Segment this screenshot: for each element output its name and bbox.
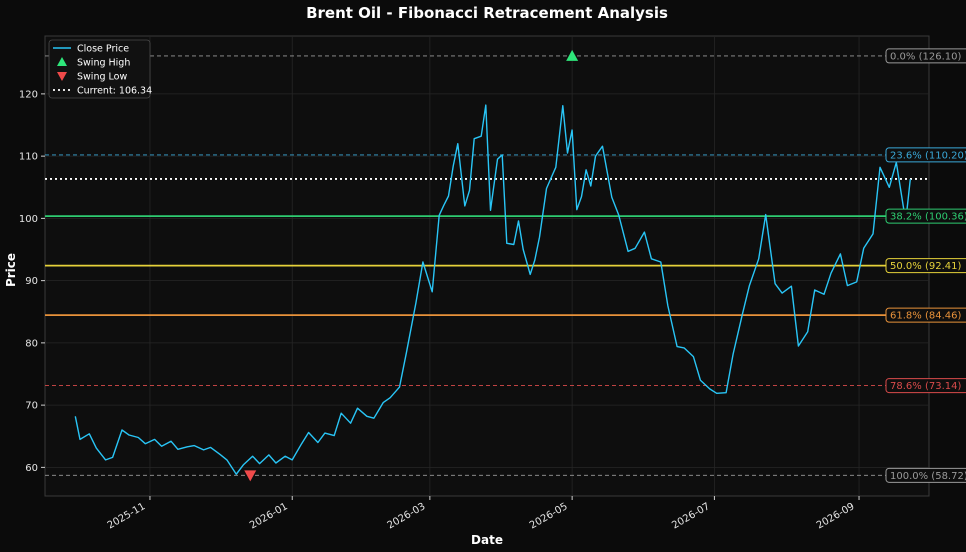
fib-level-label: 0.0% (126.10)	[890, 51, 961, 62]
fibonacci-levels	[45, 55, 929, 476]
fib-level-label: 38.2% (100.36)	[890, 212, 966, 223]
fib-level-label: 23.6% (110.20)	[890, 150, 966, 161]
y-tick-label: 120	[19, 89, 38, 100]
grid-lines	[45, 36, 929, 496]
legend-entry-label: Close Price	[77, 44, 129, 55]
y-tick-label: 80	[25, 338, 38, 349]
fib-level-label: 100.0% (58.72)	[890, 471, 966, 482]
fib-level-label-box	[885, 467, 966, 483]
y-axis-ticks: 60 70 80 90 100 110 120	[19, 89, 45, 474]
fib-level-label: 78.6% (73.14)	[890, 381, 961, 392]
y-tick-label: 110	[19, 152, 38, 163]
legend-swing-low-swatch	[57, 72, 67, 81]
x-axis-label: Date	[471, 533, 503, 547]
fib-level-label: 50.0% (92.41)	[890, 261, 961, 272]
legend-swing-high-swatch	[57, 57, 67, 66]
price-series	[74, 104, 911, 475]
y-tick-label: 100	[19, 214, 38, 225]
y-tick-label: 60	[25, 463, 38, 474]
y-axis-label: Price	[4, 253, 18, 287]
legend-entry-label: Swing High	[77, 58, 130, 69]
swing-low-marker	[244, 470, 257, 482]
fib-level-label-box	[885, 307, 966, 323]
fib-level-label-box	[885, 378, 966, 394]
fibonacci-labels: 0.0% (126.10) 23.6% (110.20) 38.2% (100.36…	[885, 48, 966, 483]
y-tick-label: 70	[25, 401, 38, 412]
y-tick-label: 90	[25, 276, 38, 287]
legend-entry-label: Swing Low	[77, 72, 127, 83]
legend: Close Price Swing High Swing Low Current: 1…	[48, 39, 152, 99]
swing-markers	[244, 49, 579, 482]
fib-level-label-box	[885, 208, 966, 224]
chart-title: Brent Oil - Fibonacci Retracement Analys…	[306, 4, 668, 22]
legend-entry-label: Current: 106.34	[77, 86, 152, 97]
fib-level-label-box	[885, 48, 966, 64]
fib-level-label: 61.8% (84.46)	[890, 311, 961, 322]
legend-box	[48, 39, 151, 99]
fib-level-label-box	[885, 258, 966, 274]
close-price-line	[74, 104, 911, 475]
swing-high-marker	[566, 49, 579, 61]
fib-level-label-box	[885, 147, 966, 163]
